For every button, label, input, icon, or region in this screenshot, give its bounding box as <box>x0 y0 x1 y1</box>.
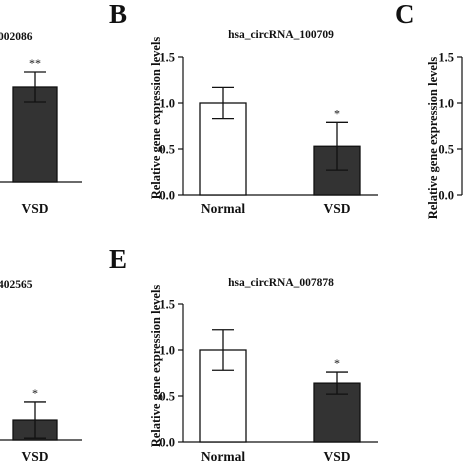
significance-label: * <box>32 386 38 400</box>
y-tick-label: 1.0 <box>438 97 454 111</box>
category-label: Normal <box>201 449 245 464</box>
panel-a-title: 002086 <box>0 31 33 43</box>
panel-e-title: hsa_circRNA_007878 <box>228 277 334 289</box>
bar <box>199 102 247 196</box>
panel-letter-e: E <box>109 244 127 274</box>
y-tick-label: 0.5 <box>159 143 175 157</box>
panel-e: E hsa_circRNA_007878 Relative gene expre… <box>109 244 378 464</box>
y-tick-label: 0.5 <box>438 143 454 157</box>
significance-label: * <box>334 356 340 370</box>
category-label: VSD <box>323 201 350 216</box>
panel-b-title: hsa_circRNA_100709 <box>228 29 334 41</box>
panel-a-cropped: 002086 ** VSD <box>0 31 82 216</box>
y-tick-label: 0.5 <box>159 390 175 404</box>
y-tick-label: 1.0 <box>159 97 175 111</box>
bar <box>12 86 58 183</box>
category-label: VSD <box>21 449 48 464</box>
panel-letter-b: B <box>109 0 127 29</box>
y-tick-label: 0.0 <box>159 189 175 203</box>
y-axis-label: Relative gene expression levels <box>426 57 440 220</box>
panel-letter-c: C <box>395 0 415 29</box>
y-tick-label: 0.0 <box>159 436 175 450</box>
y-tick-label: 1.5 <box>159 298 175 312</box>
y-axis-label: Relative gene expression levels <box>149 285 163 448</box>
y-axis-label: Relative gene expression levels <box>149 37 163 200</box>
y-tick-label: 1.5 <box>159 51 175 65</box>
y-tick-label: 1.0 <box>159 344 175 358</box>
significance-label: ** <box>29 56 41 70</box>
significance-label: * <box>334 106 340 120</box>
panel-d-title: 402565 <box>0 279 33 291</box>
category-label: VSD <box>323 449 350 464</box>
y-tick-label: 0.0 <box>438 189 454 203</box>
panel-c-cropped: C Relative gene expression levels 0.0 0.5… <box>395 0 463 220</box>
category-label: VSD <box>21 201 48 216</box>
category-label: Normal <box>201 201 245 216</box>
bar <box>199 349 247 443</box>
panel-d-cropped: 402565 * VSD <box>0 279 82 464</box>
y-tick-label: 1.5 <box>438 51 454 65</box>
panel-b: B hsa_circRNA_100709 Relative gene expre… <box>109 0 378 216</box>
